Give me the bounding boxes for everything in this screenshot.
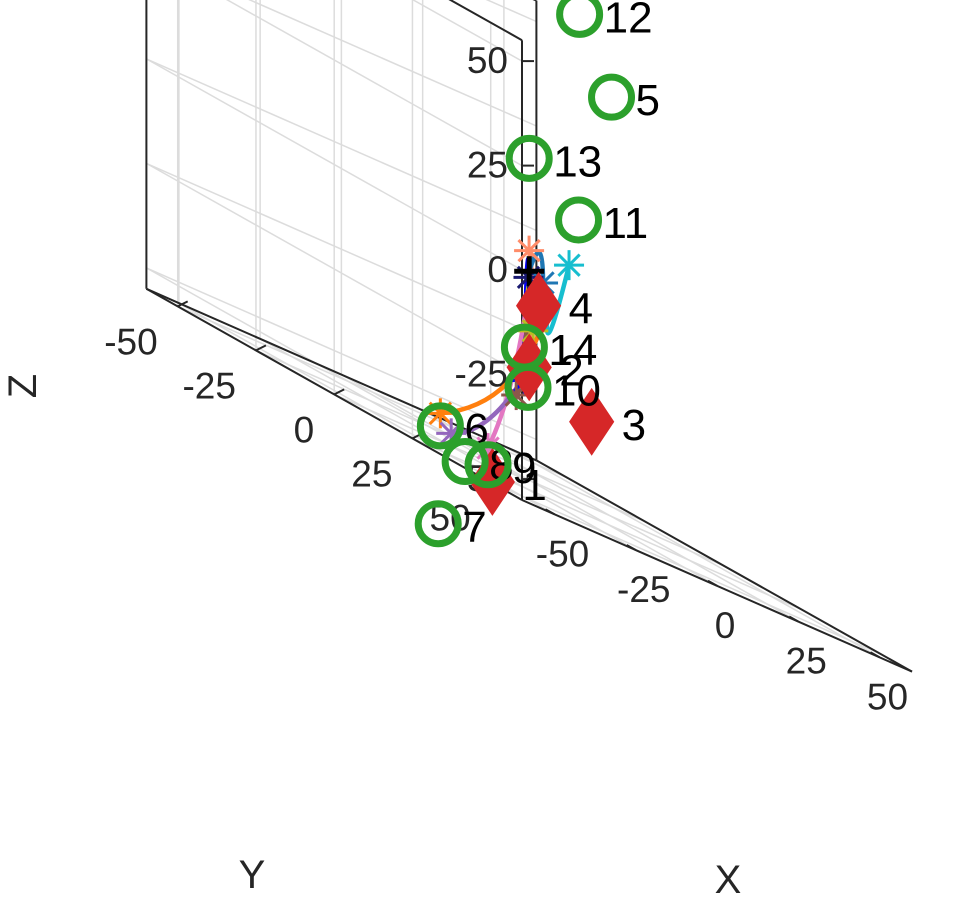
target-diamond <box>569 387 615 456</box>
goal-circle <box>556 0 604 38</box>
grid-line <box>248 0 537 127</box>
grid-line <box>146 162 537 336</box>
box-edge <box>535 459 913 673</box>
y-tick-mark <box>177 300 189 308</box>
goal-label: 14 <box>548 326 597 375</box>
goal-label: 13 <box>553 137 602 186</box>
target-label: 1 <box>522 461 546 510</box>
goal-label: 11 <box>603 199 649 248</box>
y-tick-label: -50 <box>104 321 157 362</box>
target-label: 2 <box>559 346 583 395</box>
goal-circle <box>464 441 512 489</box>
grid-line <box>490 481 882 655</box>
grid-line <box>411 0 523 62</box>
z-tick-label: 0 <box>487 249 508 290</box>
grid-line <box>146 162 523 376</box>
y-tick-label: 25 <box>351 453 392 494</box>
goal-label: 9 <box>512 444 536 493</box>
y-tick-label: 0 <box>294 409 315 450</box>
grid-line <box>146 267 537 441</box>
grid-line <box>503 445 880 658</box>
grid-line <box>333 393 725 567</box>
grid-lines <box>146 0 882 658</box>
x-tick-label: -50 <box>536 533 589 574</box>
z-axis-label: Z <box>1 374 45 398</box>
target-diamond <box>515 271 562 340</box>
x-tick-mark <box>707 579 718 587</box>
star-stroke <box>517 238 541 263</box>
star-stroke <box>557 253 581 277</box>
goal-label: 5 <box>636 76 660 125</box>
z-tick-label: 25 <box>467 145 508 186</box>
x-tick-mark <box>626 544 637 551</box>
goal-circle <box>555 196 603 244</box>
x-tick-label: 0 <box>715 605 736 646</box>
grid-line <box>225 0 523 167</box>
y-tick-mark <box>255 344 267 352</box>
goal-label: 12 <box>604 0 653 42</box>
z-tick-label: 50 <box>467 40 508 81</box>
x-tick-label: -25 <box>617 569 670 610</box>
goal-circle <box>500 323 548 371</box>
goal-label: 7 <box>462 503 486 552</box>
target-label: 4 <box>569 285 593 334</box>
target-label: 3 <box>622 401 646 450</box>
star-marker <box>554 250 585 281</box>
y-axis-label: Y <box>239 853 266 897</box>
goal-circle <box>441 438 489 485</box>
grid-line <box>146 58 537 232</box>
x-tick-label: 50 <box>867 676 908 717</box>
goal-circle <box>414 500 462 548</box>
goal-circle <box>505 134 553 182</box>
box-edge <box>448 0 523 42</box>
y-tick-mark <box>333 388 345 396</box>
y-tick-label: -25 <box>182 365 235 406</box>
x-tick-mark <box>788 615 799 623</box>
grid-line <box>412 437 803 611</box>
grid-line <box>146 58 523 271</box>
x-tick-mark <box>870 651 880 659</box>
goal-circle <box>588 73 636 121</box>
x-axis-label: X <box>715 858 742 902</box>
goal-circle <box>416 402 464 450</box>
goal-label: 10 <box>552 366 601 415</box>
x-tick-label: 25 <box>786 641 827 682</box>
x-tick-mark <box>545 508 555 516</box>
